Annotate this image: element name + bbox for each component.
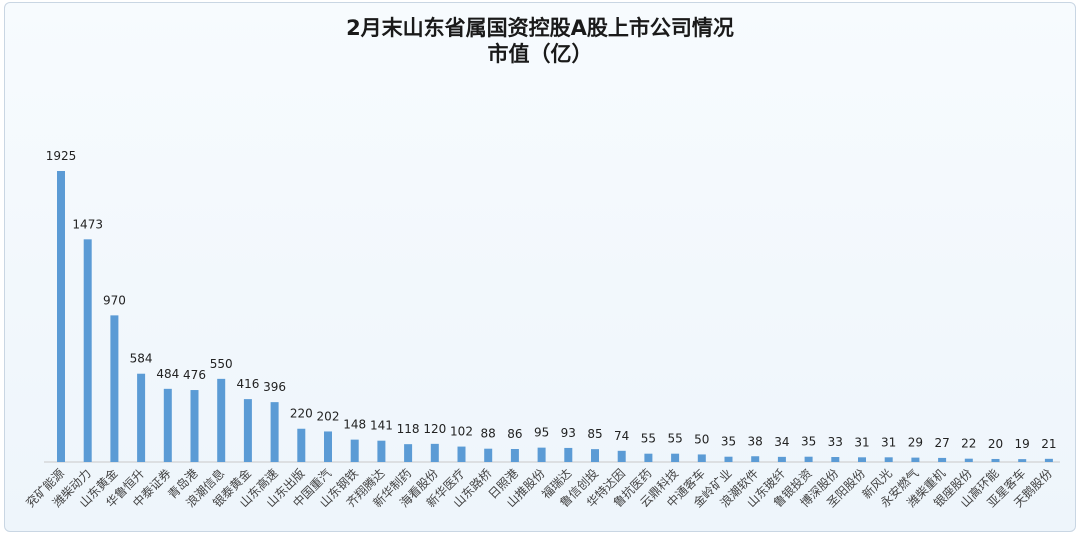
bar	[697, 454, 706, 462]
data-label: 476	[183, 368, 206, 382]
bar	[324, 431, 332, 462]
bar	[110, 315, 119, 462]
data-label: 21	[1041, 437, 1056, 451]
data-label: 202	[317, 409, 340, 423]
data-label: 220	[290, 407, 313, 421]
bar	[911, 457, 920, 462]
data-label: 550	[210, 357, 233, 371]
data-label: 74	[614, 429, 629, 443]
bar	[484, 448, 493, 462]
data-label: 20	[988, 437, 1003, 451]
data-label: 141	[370, 419, 393, 433]
data-label: 27	[934, 436, 949, 450]
bar	[190, 390, 199, 462]
chart-frame	[4, 2, 1076, 532]
data-label: 35	[801, 435, 816, 449]
bar	[644, 453, 653, 462]
bar	[617, 450, 626, 462]
data-label: 55	[667, 432, 682, 446]
bar	[83, 239, 92, 462]
data-label: 970	[103, 293, 126, 307]
data-label: 484	[156, 367, 179, 381]
bar	[724, 456, 733, 462]
bar	[1018, 459, 1027, 462]
bar	[510, 448, 519, 462]
bar	[591, 449, 599, 462]
data-label: 19	[1015, 437, 1030, 451]
data-label: 29	[908, 436, 923, 450]
bar	[217, 378, 226, 462]
data-label: 31	[881, 435, 896, 449]
bar	[270, 402, 279, 462]
data-label: 584	[130, 352, 153, 366]
bar	[858, 457, 866, 462]
bar	[804, 456, 813, 462]
bar	[350, 439, 359, 462]
bar	[884, 457, 893, 462]
data-label: 88	[481, 427, 496, 441]
bar	[457, 446, 466, 462]
data-label: 22	[961, 437, 976, 451]
data-label: 93	[561, 426, 576, 440]
data-label: 118	[397, 422, 420, 436]
data-label: 38	[748, 434, 763, 448]
bar	[57, 171, 65, 462]
bar	[404, 444, 413, 462]
chart-subtitle: 市值（亿）	[487, 42, 593, 66]
bar	[137, 373, 146, 462]
bar	[243, 399, 252, 462]
bar	[163, 388, 172, 462]
bar	[564, 447, 573, 462]
data-label: 31	[854, 435, 869, 449]
data-label: 1473	[72, 217, 103, 231]
bar	[1044, 458, 1053, 462]
bar	[751, 456, 760, 462]
chart-title: 2月末山东省属国资控股A股上市公司情况	[346, 16, 734, 40]
data-label: 416	[236, 377, 259, 391]
bar	[938, 457, 947, 462]
data-label: 120	[423, 422, 446, 436]
bar	[537, 447, 546, 462]
data-label: 35	[721, 435, 736, 449]
bar	[377, 440, 386, 462]
data-label: 102	[450, 425, 473, 439]
bar	[964, 458, 973, 462]
bar	[831, 457, 840, 462]
bar	[991, 458, 1000, 462]
data-label: 50	[694, 432, 709, 446]
data-label: 86	[507, 427, 522, 441]
bar	[777, 456, 786, 462]
data-label: 33	[828, 435, 843, 449]
bar	[297, 428, 306, 462]
bar	[430, 443, 439, 462]
data-label: 55	[641, 432, 656, 446]
data-label: 34	[774, 435, 789, 449]
data-label: 1925	[46, 149, 77, 163]
data-label: 85	[587, 427, 602, 441]
bar	[671, 453, 680, 462]
data-label: 148	[343, 418, 366, 432]
data-label: 396	[263, 380, 286, 394]
data-label: 95	[534, 426, 549, 440]
